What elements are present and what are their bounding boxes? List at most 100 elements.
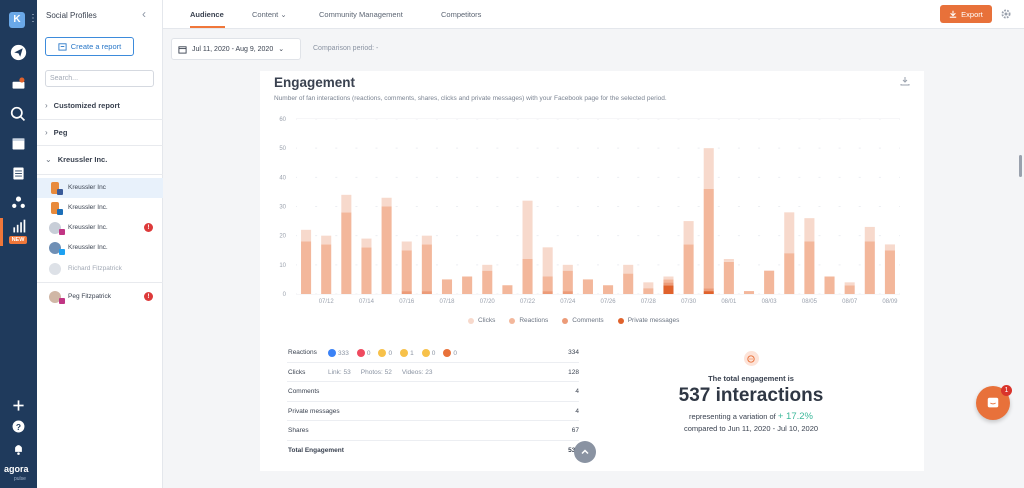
- legend-reactions[interactable]: Reactions: [509, 317, 548, 324]
- tab-competitors[interactable]: Competitors: [441, 10, 482, 19]
- bar-segment[interactable]: [441, 279, 453, 294]
- listening-icon[interactable]: [8, 104, 29, 125]
- bar-segment[interactable]: [421, 235, 432, 245]
- bar-segment[interactable]: [884, 244, 895, 251]
- bar-segment[interactable]: [482, 270, 493, 294]
- bar-segment[interactable]: [623, 273, 634, 294]
- legend-private-messages[interactable]: Private messages: [617, 317, 679, 324]
- bar-segment[interactable]: [703, 148, 714, 189]
- bar-segment[interactable]: [723, 259, 734, 262]
- tab-content[interactable]: Content ⌄: [252, 10, 287, 19]
- bar-segment[interactable]: [562, 270, 573, 292]
- bar-segment[interactable]: [542, 247, 553, 277]
- scroll-to-top-button[interactable]: [574, 441, 596, 463]
- bar-segment[interactable]: [683, 221, 694, 245]
- download-icon[interactable]: [900, 76, 910, 86]
- bar-segment[interactable]: [864, 226, 875, 242]
- bar-segment[interactable]: [643, 288, 654, 294]
- legend-comments[interactable]: Comments: [562, 317, 604, 324]
- click-detail: Link: 53: [328, 368, 351, 376]
- legend-clicks[interactable]: Clicks: [468, 317, 495, 324]
- date-range-picker[interactable]: Jul 11, 2020 - Aug 9, 2020 ⌄: [171, 38, 301, 60]
- bar-segment[interactable]: [421, 291, 432, 294]
- group-kreussler[interactable]: ⌄ Kreussler Inc.: [45, 155, 107, 164]
- bar-segment[interactable]: [401, 241, 412, 251]
- bar-segment[interactable]: [723, 261, 734, 294]
- bar-segment[interactable]: [361, 238, 372, 248]
- page-scrollbar[interactable]: [1019, 155, 1022, 177]
- inbox-icon[interactable]: [8, 73, 29, 94]
- create-report-button[interactable]: Create a report: [45, 37, 134, 56]
- profile-item[interactable]: Peg Fitzpatrick !: [37, 287, 163, 307]
- bar-segment[interactable]: [844, 285, 855, 294]
- bar-segment[interactable]: [844, 282, 855, 286]
- bar-segment[interactable]: [663, 279, 674, 283]
- bar-segment[interactable]: [462, 276, 473, 295]
- bar-segment[interactable]: [522, 200, 533, 259]
- reports-icon[interactable]: [8, 216, 29, 237]
- collapse-sidebar-icon[interactable]: ‹: [142, 7, 146, 21]
- bar-segment[interactable]: [804, 218, 815, 242]
- workspace-avatar[interactable]: K: [9, 12, 25, 28]
- bar-segment[interactable]: [663, 276, 674, 280]
- list-icon[interactable]: [8, 163, 29, 184]
- bar-segment[interactable]: [381, 197, 392, 207]
- add-icon[interactable]: [8, 395, 29, 416]
- bar-segment[interactable]: [381, 206, 392, 295]
- bar-segment[interactable]: [623, 264, 634, 274]
- bar-segment[interactable]: [663, 285, 674, 294]
- tab-community-management[interactable]: Community Management: [319, 10, 403, 19]
- bar-segment[interactable]: [401, 250, 412, 292]
- profile-item[interactable]: Kreussler Inc.: [37, 198, 163, 218]
- bar-segment[interactable]: [301, 229, 312, 242]
- help-icon[interactable]: ?: [8, 416, 29, 437]
- bar-segment[interactable]: [401, 291, 412, 294]
- bar-segment[interactable]: [824, 276, 835, 295]
- bar-segment[interactable]: [542, 276, 553, 292]
- team-icon[interactable]: [8, 192, 29, 213]
- profile-item[interactable]: Kreussler Inc.: [37, 238, 163, 258]
- bar-segment[interactable]: [341, 194, 352, 213]
- bar-segment[interactable]: [643, 282, 654, 289]
- calendar-icon[interactable]: [8, 133, 29, 154]
- bar-segment[interactable]: [703, 189, 714, 289]
- bar-segment[interactable]: [784, 212, 795, 254]
- bar-segment[interactable]: [502, 285, 513, 294]
- bar-segment[interactable]: [703, 288, 714, 292]
- bar-segment[interactable]: [764, 270, 775, 294]
- profile-item[interactable]: Kreussler Inc: [37, 178, 163, 198]
- bar-segment[interactable]: [683, 244, 694, 294]
- bar-segment[interactable]: [703, 291, 714, 294]
- bar-segment[interactable]: [562, 264, 573, 271]
- bar-segment[interactable]: [321, 244, 332, 294]
- bar-segment[interactable]: [542, 291, 553, 294]
- export-button[interactable]: Export: [940, 5, 992, 23]
- bar-segment[interactable]: [321, 235, 332, 245]
- bar-segment[interactable]: [884, 250, 895, 294]
- bar-segment[interactable]: [421, 244, 432, 292]
- bar-segment[interactable]: [603, 285, 614, 294]
- publish-icon[interactable]: [8, 42, 29, 63]
- comparison-period[interactable]: Comparison period: -: [313, 45, 379, 52]
- bar-segment[interactable]: [341, 212, 352, 294]
- profile-item[interactable]: Kreussler Inc. !: [37, 218, 163, 238]
- bar-segment[interactable]: [582, 279, 593, 294]
- tab-audience[interactable]: Audience: [190, 10, 224, 19]
- bar-segment[interactable]: [663, 282, 674, 286]
- profile-search-input[interactable]: Search...: [45, 70, 154, 87]
- bar-segment[interactable]: [864, 241, 875, 295]
- gear-icon[interactable]: [1000, 8, 1012, 20]
- bar-segment[interactable]: [804, 241, 815, 295]
- notifications-icon[interactable]: [8, 438, 29, 459]
- workspace-menu-icon[interactable]: ⋮: [28, 13, 38, 24]
- bar-segment[interactable]: [482, 264, 493, 271]
- bar-segment[interactable]: [784, 253, 795, 294]
- bar-segment[interactable]: [743, 291, 755, 294]
- bar-segment[interactable]: [361, 247, 372, 294]
- group-peg[interactable]: › Peg: [45, 128, 67, 137]
- bar-segment[interactable]: [301, 241, 312, 295]
- profile-item[interactable]: Richard Fitzpatrick: [37, 259, 163, 279]
- bar-segment[interactable]: [522, 259, 533, 294]
- bar-segment[interactable]: [562, 291, 573, 294]
- group-customized-report[interactable]: › Customized report: [45, 101, 120, 110]
